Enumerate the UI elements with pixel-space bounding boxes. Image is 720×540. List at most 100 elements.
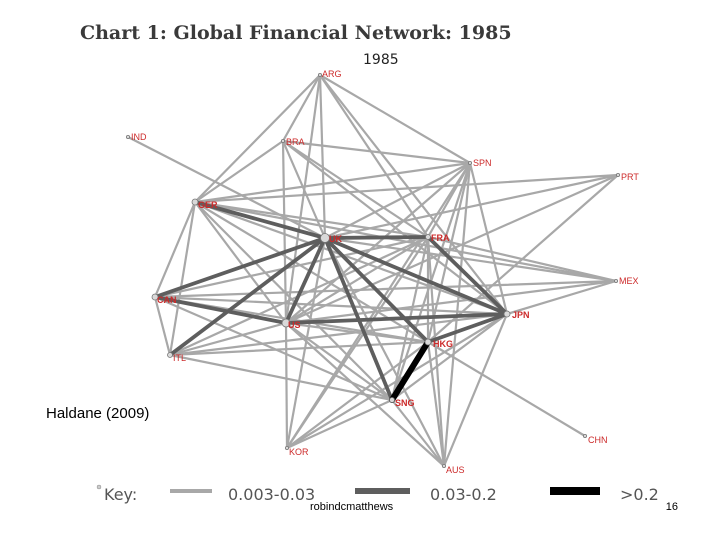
node-label-us: US — [288, 320, 301, 330]
key-label: Key: — [104, 485, 137, 504]
edge-us-kor — [284, 321, 289, 450]
node-label-bra: BRA — [286, 137, 305, 147]
page-number: 16 — [665, 501, 678, 513]
node-label-jpn: JPN — [512, 310, 530, 320]
edge-fra-jpn — [426, 235, 509, 316]
node-bra: BRA — [280, 137, 305, 147]
edge-can-itl — [153, 295, 172, 357]
edge-hkg-sng — [389, 339, 431, 403]
edge-can-us — [153, 295, 288, 325]
node-label-hkg: HKG — [433, 339, 453, 349]
edge-uk-itl — [168, 236, 327, 357]
node-label-aus: AUS — [446, 465, 465, 475]
citation: Haldane (2009) — [44, 405, 152, 423]
node-mex: MEX — [614, 276, 639, 286]
node-marker-sng — [389, 397, 395, 403]
edge-ger-jpn — [193, 200, 509, 316]
edge-sng-aus — [390, 398, 446, 468]
edge-mex-jpn — [505, 279, 618, 316]
node-marker-spn — [467, 160, 472, 165]
node-spn: SPN — [467, 158, 492, 168]
edge-uk-jpn — [323, 236, 509, 316]
edge-mex-can — [153, 279, 618, 299]
node-marker-ger — [191, 198, 199, 206]
node-label-chn: CHN — [588, 435, 608, 445]
edge-can-jpn — [153, 295, 509, 316]
edge-hkg-aus — [426, 340, 446, 468]
node-marker-fra — [425, 234, 431, 240]
edge-uk-mex — [323, 236, 618, 283]
node-fra: FRA — [425, 233, 450, 243]
node-marker-kor — [284, 445, 289, 450]
node-marker-chn — [583, 433, 588, 438]
node-label-fra: FRA — [431, 233, 450, 243]
key-legend: Key: 0.003-0.03 0.03-0.2 >0.2 — [96, 484, 659, 504]
edge-bra-spn — [281, 139, 472, 165]
edge-spn-jpn — [468, 161, 509, 316]
edge-itl-hkg — [168, 340, 430, 357]
edge-ger-sng — [193, 200, 394, 402]
node-marker-bra — [280, 138, 285, 143]
edge-ger-can — [153, 200, 197, 299]
node-label-arg: ARG — [322, 69, 342, 79]
edge-sng-kor — [285, 398, 394, 450]
node-label-itl: ITL — [173, 353, 186, 363]
node-aus: AUS — [441, 463, 465, 475]
edge-us-itl — [168, 321, 288, 357]
node-can: CAN — [151, 293, 177, 305]
node-marker-prt — [616, 172, 621, 177]
node-label-ind: IND — [131, 132, 147, 142]
node-marker-us — [281, 318, 291, 328]
edge-jpn-sng — [390, 312, 509, 402]
edge-jpn-itl — [168, 312, 509, 357]
edge-hkg-chn — [426, 340, 587, 438]
node-marker-can — [151, 293, 159, 301]
node-label-ger: GER — [198, 200, 218, 210]
node-label-prt: PRT — [621, 172, 639, 182]
node-ger: GER — [191, 198, 218, 210]
edge-arg-uk — [318, 73, 327, 240]
node-hkg: HKG — [424, 338, 453, 349]
edge-fra-aus — [426, 235, 446, 468]
edge-itl-sng — [168, 353, 394, 402]
node-kor: KOR — [284, 445, 309, 457]
footer-author: robindcmatthews — [308, 501, 396, 514]
edge-mex-ger — [193, 200, 618, 283]
nodes-layer: ARG IND BRA SPN PRT GER UK FRA MEX CAN US JPN ITL HKG… — [126, 69, 639, 475]
edge-bra-ger — [193, 139, 285, 204]
edge-bra-uk — [281, 139, 327, 240]
edge-fra-can — [153, 235, 430, 299]
edge-uk-kor — [285, 236, 327, 450]
edge-us-sng — [284, 321, 394, 402]
node-marker-jpn — [503, 310, 511, 318]
node-marker-aus — [441, 463, 446, 468]
edge-ger-uk — [193, 200, 327, 240]
edge-spn-us — [284, 161, 472, 325]
edge-uk-us — [284, 236, 327, 325]
node-us: US — [281, 318, 301, 330]
edge-prt-ger — [193, 173, 620, 204]
node-prt: PRT — [616, 172, 639, 182]
edge-arg-bra — [281, 73, 322, 143]
edge-prt-uk — [323, 173, 620, 240]
edge-fra-us — [284, 235, 430, 325]
key-dot — [96, 484, 102, 490]
node-marker-mex — [614, 278, 619, 283]
node-label-kor: KOR — [289, 447, 309, 457]
edge-arg-jpn — [318, 73, 509, 316]
node-marker-arg — [317, 73, 322, 78]
edge-hkg-kor — [285, 340, 430, 450]
node-marker-uk — [320, 233, 330, 243]
node-uk: UK — [320, 233, 342, 244]
edge-arg-us — [284, 73, 322, 325]
node-arg: ARG — [317, 69, 342, 79]
edge-jpn-kor — [285, 312, 509, 450]
node-label-spn: SPN — [473, 158, 492, 168]
node-ind: IND — [126, 132, 147, 142]
chart-title: Chart 1: Global Financial Network: 1985 — [80, 22, 512, 44]
edge-uk-can — [153, 236, 327, 299]
edge-jpn-hkg — [426, 312, 509, 344]
